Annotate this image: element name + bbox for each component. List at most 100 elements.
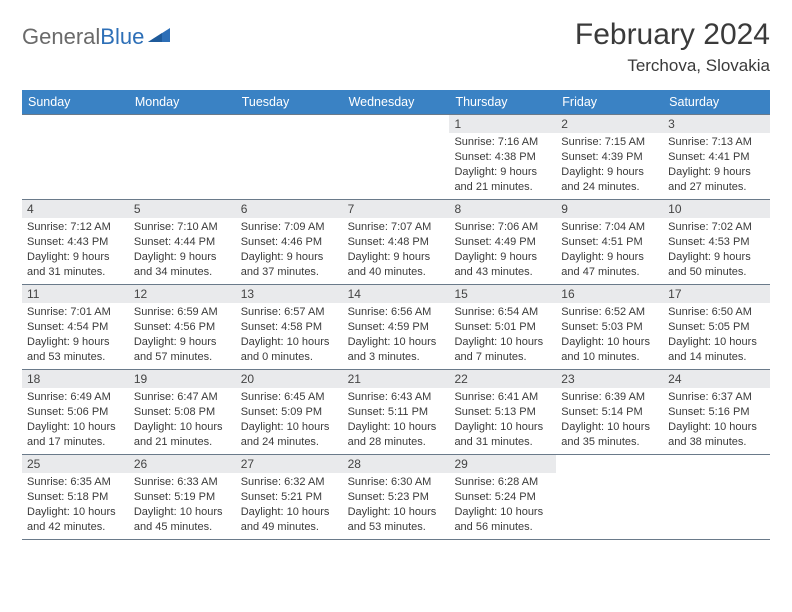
date-bar: 2 — [556, 115, 663, 133]
date-bar: 10 — [663, 200, 770, 218]
sunset-line: Sunset: 4:59 PM — [348, 320, 445, 335]
day-header: Saturday — [663, 90, 770, 114]
sunset-line: Sunset: 5:05 PM — [668, 320, 765, 335]
date-bar: 15 — [449, 285, 556, 303]
date-bar: 1 — [449, 115, 556, 133]
daylight-line-2: and 50 minutes. — [668, 265, 765, 280]
daylight-line-1: Daylight: 9 hours — [668, 165, 765, 180]
logo-text-general: General — [22, 24, 100, 49]
daylight-line-2: and 24 minutes. — [561, 180, 658, 195]
daylight-line-1: Daylight: 10 hours — [668, 335, 765, 350]
date-bar: 19 — [129, 370, 236, 388]
calendar-page: GeneralBlue February 2024 Terchova, Slov… — [0, 0, 792, 612]
page-title: February 2024 — [575, 18, 770, 52]
logo-triangle-icon — [148, 26, 170, 49]
sunset-line: Sunset: 4:58 PM — [241, 320, 338, 335]
daylight-line-1: Daylight: 10 hours — [454, 335, 551, 350]
daylight-line-2: and 56 minutes. — [454, 520, 551, 535]
daylight-line-1: Daylight: 10 hours — [241, 335, 338, 350]
calendar-cell: 23Sunrise: 6:39 AMSunset: 5:14 PMDayligh… — [556, 370, 663, 454]
date-bar: 14 — [343, 285, 450, 303]
cell-body: Sunrise: 7:12 AMSunset: 4:43 PMDaylight:… — [22, 218, 129, 283]
daylight-line-2: and 40 minutes. — [348, 265, 445, 280]
sunrise-line: Sunrise: 6:45 AM — [241, 390, 338, 405]
daylight-line-2: and 31 minutes. — [27, 265, 124, 280]
sunset-line: Sunset: 5:06 PM — [27, 405, 124, 420]
daylight-line-1: Daylight: 9 hours — [134, 335, 231, 350]
daylight-line-1: Daylight: 9 hours — [454, 250, 551, 265]
calendar-cell: 15Sunrise: 6:54 AMSunset: 5:01 PMDayligh… — [449, 285, 556, 369]
daylight-line-1: Daylight: 10 hours — [134, 420, 231, 435]
daylight-line-1: Daylight: 9 hours — [561, 165, 658, 180]
sunset-line: Sunset: 5:21 PM — [241, 490, 338, 505]
sunset-line: Sunset: 4:43 PM — [27, 235, 124, 250]
sunset-line: Sunset: 5:14 PM — [561, 405, 658, 420]
sunrise-line: Sunrise: 7:07 AM — [348, 220, 445, 235]
logo-text: GeneralBlue — [22, 24, 144, 50]
sunrise-line: Sunrise: 7:06 AM — [454, 220, 551, 235]
day-header: Thursday — [449, 90, 556, 114]
daylight-line-2: and 34 minutes. — [134, 265, 231, 280]
cell-body: Sunrise: 7:13 AMSunset: 4:41 PMDaylight:… — [663, 133, 770, 198]
sunrise-line: Sunrise: 6:28 AM — [454, 475, 551, 490]
week-row: 1Sunrise: 7:16 AMSunset: 4:38 PMDaylight… — [22, 114, 770, 199]
daylight-line-2: and 57 minutes. — [134, 350, 231, 365]
sunrise-line: Sunrise: 6:43 AM — [348, 390, 445, 405]
date-bar: 7 — [343, 200, 450, 218]
cell-body: Sunrise: 6:49 AMSunset: 5:06 PMDaylight:… — [22, 388, 129, 453]
sunset-line: Sunset: 4:51 PM — [561, 235, 658, 250]
day-header: Tuesday — [236, 90, 343, 114]
cell-body: Sunrise: 6:45 AMSunset: 5:09 PMDaylight:… — [236, 388, 343, 453]
sunrise-line: Sunrise: 6:39 AM — [561, 390, 658, 405]
calendar-cell: 22Sunrise: 6:41 AMSunset: 5:13 PMDayligh… — [449, 370, 556, 454]
daylight-line-1: Daylight: 9 hours — [27, 335, 124, 350]
daylight-line-1: Daylight: 9 hours — [348, 250, 445, 265]
sunrise-line: Sunrise: 7:16 AM — [454, 135, 551, 150]
location-subtitle: Terchova, Slovakia — [575, 56, 770, 76]
calendar-cell: 18Sunrise: 6:49 AMSunset: 5:06 PMDayligh… — [22, 370, 129, 454]
cell-body: Sunrise: 6:33 AMSunset: 5:19 PMDaylight:… — [129, 473, 236, 538]
sunrise-line: Sunrise: 6:30 AM — [348, 475, 445, 490]
cell-body: Sunrise: 7:02 AMSunset: 4:53 PMDaylight:… — [663, 218, 770, 283]
date-bar: 27 — [236, 455, 343, 473]
sunset-line: Sunset: 5:18 PM — [27, 490, 124, 505]
date-bar: 23 — [556, 370, 663, 388]
calendar-cell: 5Sunrise: 7:10 AMSunset: 4:44 PMDaylight… — [129, 200, 236, 284]
cell-body: Sunrise: 6:39 AMSunset: 5:14 PMDaylight:… — [556, 388, 663, 453]
daylight-line-2: and 43 minutes. — [454, 265, 551, 280]
date-bar: 25 — [22, 455, 129, 473]
sunset-line: Sunset: 5:11 PM — [348, 405, 445, 420]
cell-body: Sunrise: 6:50 AMSunset: 5:05 PMDaylight:… — [663, 303, 770, 368]
calendar-cell: 7Sunrise: 7:07 AMSunset: 4:48 PMDaylight… — [343, 200, 450, 284]
daylight-line-1: Daylight: 9 hours — [27, 250, 124, 265]
sunset-line: Sunset: 5:09 PM — [241, 405, 338, 420]
sunrise-line: Sunrise: 6:54 AM — [454, 305, 551, 320]
daylight-line-1: Daylight: 10 hours — [561, 335, 658, 350]
sunrise-line: Sunrise: 6:37 AM — [668, 390, 765, 405]
date-bar: 12 — [129, 285, 236, 303]
date-bar: 20 — [236, 370, 343, 388]
sunrise-line: Sunrise: 6:47 AM — [134, 390, 231, 405]
date-bar: 8 — [449, 200, 556, 218]
sunrise-line: Sunrise: 6:59 AM — [134, 305, 231, 320]
calendar-cell: 24Sunrise: 6:37 AMSunset: 5:16 PMDayligh… — [663, 370, 770, 454]
calendar-cell: 13Sunrise: 6:57 AMSunset: 4:58 PMDayligh… — [236, 285, 343, 369]
cell-body: Sunrise: 6:52 AMSunset: 5:03 PMDaylight:… — [556, 303, 663, 368]
sunrise-line: Sunrise: 7:10 AM — [134, 220, 231, 235]
cell-body: Sunrise: 7:07 AMSunset: 4:48 PMDaylight:… — [343, 218, 450, 283]
cell-body: Sunrise: 7:01 AMSunset: 4:54 PMDaylight:… — [22, 303, 129, 368]
sunset-line: Sunset: 4:54 PM — [27, 320, 124, 335]
date-bar: 28 — [343, 455, 450, 473]
daylight-line-1: Daylight: 10 hours — [27, 505, 124, 520]
daylight-line-2: and 31 minutes. — [454, 435, 551, 450]
daylight-line-2: and 14 minutes. — [668, 350, 765, 365]
daylight-line-2: and 38 minutes. — [668, 435, 765, 450]
daylight-line-1: Daylight: 10 hours — [454, 420, 551, 435]
date-bar: 3 — [663, 115, 770, 133]
cell-body: Sunrise: 6:28 AMSunset: 5:24 PMDaylight:… — [449, 473, 556, 538]
daylight-line-1: Daylight: 10 hours — [668, 420, 765, 435]
calendar-cell: 16Sunrise: 6:52 AMSunset: 5:03 PMDayligh… — [556, 285, 663, 369]
calendar-cell: 10Sunrise: 7:02 AMSunset: 4:53 PMDayligh… — [663, 200, 770, 284]
daylight-line-2: and 21 minutes. — [454, 180, 551, 195]
sunset-line: Sunset: 5:16 PM — [668, 405, 765, 420]
